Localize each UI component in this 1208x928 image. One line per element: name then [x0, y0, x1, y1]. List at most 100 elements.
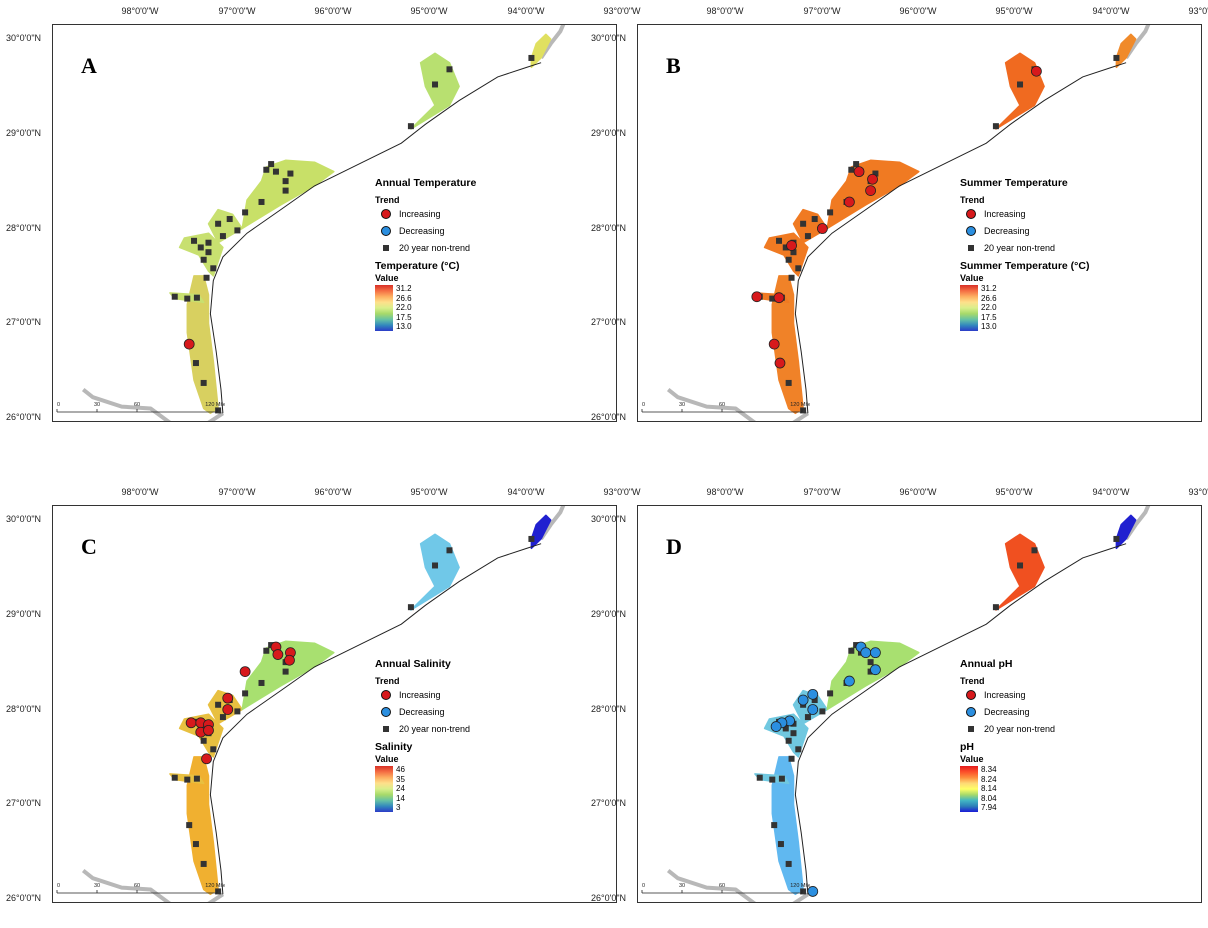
legend-increasing-label: Increasing	[984, 689, 1026, 700]
legend-increasing: Increasing	[379, 205, 476, 222]
color-ramp-bar	[960, 766, 978, 812]
increasing-site	[1031, 65, 1042, 77]
map-canvas	[666, 25, 1151, 421]
non-trend-site	[992, 604, 999, 611]
scale-bar: 0 30 60 120 Miles	[56, 883, 225, 894]
non-trend-site	[782, 244, 789, 251]
legend-increasing: Increasing	[964, 686, 1055, 703]
legend-non-trend: 20 year non-trend	[964, 720, 1055, 737]
non-trend-site	[203, 274, 210, 281]
latitude-tick-label: 29°0'0"N	[591, 128, 627, 138]
bay-matagorda	[241, 159, 335, 230]
longitude-tick-label: 93°0'0"W	[603, 6, 641, 16]
longitude-tick-label: 94°0'0"W	[507, 6, 545, 16]
longitude-tick-label: 96°0'0"W	[314, 6, 352, 16]
non-trend-marker-icon	[383, 725, 389, 732]
non-trend-site	[777, 841, 784, 848]
non-trend-site	[268, 161, 275, 168]
non-trend-site	[528, 54, 535, 61]
decreasing-site	[870, 664, 881, 676]
legend-title: Annual pH	[960, 658, 1013, 670]
scale-tick-label: 0	[57, 402, 60, 408]
color-ramp-tick: 8.14	[981, 784, 997, 793]
non-trend-site	[785, 256, 792, 263]
increasing-site	[853, 166, 865, 178]
legend-decreasing-label: Decreasing	[399, 706, 445, 717]
louisiana-border	[539, 506, 566, 541]
legend-decreasing: Decreasing	[964, 222, 1089, 239]
non-trend-site	[205, 249, 212, 256]
map-canvas	[81, 25, 566, 421]
non-trend-site	[800, 407, 807, 414]
map-frame: A Annual Temperature Trend Increasing De…	[52, 24, 617, 422]
increasing-site	[751, 291, 763, 303]
color-ramp-tick: 26.6	[396, 293, 412, 303]
legend-trend-label: Trend	[375, 195, 400, 205]
louisiana-border	[1124, 506, 1151, 541]
legend-trend-label: Trend	[960, 676, 985, 686]
increasing-site	[768, 338, 780, 350]
latitude-tick-label: 26°0'0"N	[591, 412, 627, 422]
non-trend-site	[193, 775, 200, 782]
non-trend-site	[872, 170, 879, 177]
non-trend-site	[191, 237, 198, 244]
legend-increasing-label: Increasing	[399, 208, 441, 219]
scale-tick-label: 30	[94, 402, 100, 408]
non-trend-site	[200, 860, 207, 867]
mexico-border	[81, 388, 224, 421]
non-trend-site	[778, 775, 785, 782]
non-trend-site	[193, 294, 200, 301]
non-trend-site	[242, 690, 249, 697]
non-trend-site	[800, 220, 807, 227]
non-trend-site	[234, 708, 241, 715]
coastline	[794, 62, 1127, 414]
latitude-tick-label: 29°0'0"N	[6, 128, 42, 138]
color-ramp-tick: 46	[396, 765, 405, 774]
scale-bar: 0 30 60 120 Miles	[56, 402, 225, 413]
non-trend-site	[785, 379, 792, 386]
decreasing-site	[807, 688, 819, 700]
non-trend-site	[769, 776, 776, 783]
longitude-tick-label: 95°0'0"W	[410, 487, 448, 497]
map-panel-b: 98°0'0"W 97°0'0"W 96°0'0"W 95°0'0"W 94°0'0"W…	[585, 0, 1208, 426]
non-trend-site	[184, 295, 191, 302]
latitude-tick-label: 27°0'0"N	[591, 798, 627, 808]
legend-non-trend: 20 year non-trend	[964, 239, 1089, 256]
decreasing-site	[807, 704, 819, 715]
non-trend-site	[242, 209, 249, 216]
panel-letter: D	[666, 534, 682, 559]
bay-laguna	[771, 275, 804, 415]
decreasing-site	[843, 675, 855, 687]
map-canvas	[666, 506, 1151, 902]
non-trend-site	[848, 166, 855, 173]
color-ramp-labels: 31.2 26.6 22.0 17.5 13.0	[981, 285, 997, 331]
non-trend-site	[800, 888, 807, 895]
non-trend-site	[795, 746, 802, 753]
non-trend-site	[186, 822, 193, 829]
decreasing-marker-icon	[381, 225, 391, 236]
increasing-site	[185, 717, 197, 729]
map-panel-c: 98°0'0"W 97°0'0"W 96°0'0"W 95°0'0"W 94°0'0"W…	[0, 481, 641, 907]
legend-value-label: Value	[375, 273, 399, 283]
longitude-tick-label: 97°0'0"W	[218, 6, 256, 16]
legend-decreasing-label: Decreasing	[984, 706, 1030, 717]
map-legend: Annual Temperature Trend Increasing Decr…	[375, 177, 476, 331]
color-ramp: 31.2 26.6 22.0 17.5 13.0	[375, 285, 476, 331]
scale-bar: 0 30 60 120 Miles	[641, 883, 810, 894]
latitude-tick-label: 29°0'0"N	[6, 609, 42, 619]
latitude-tick-label: 30°0'0"N	[6, 33, 42, 43]
longitude-tick-label: 98°0'0"W	[706, 6, 744, 16]
non-trend-site	[282, 668, 289, 675]
increasing-site	[203, 724, 214, 736]
legend-trend-label: Trend	[960, 195, 985, 205]
latitude-tick-label: 28°0'0"N	[591, 223, 627, 233]
legend-increasing-label: Increasing	[984, 208, 1026, 219]
color-ramp-tick: 8.04	[981, 793, 997, 803]
bay-corpus	[763, 232, 809, 277]
legend-non-trend-label: 20 year non-trend	[984, 723, 1056, 734]
longitude-tick-label: 98°0'0"W	[121, 6, 159, 16]
non-trend-site	[790, 249, 797, 256]
color-ramp-tick: 3	[396, 803, 401, 812]
non-trend-site	[263, 166, 270, 173]
decreasing-site	[807, 886, 819, 897]
